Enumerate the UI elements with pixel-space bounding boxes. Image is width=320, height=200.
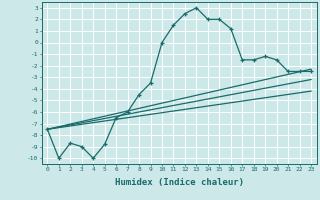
X-axis label: Humidex (Indice chaleur): Humidex (Indice chaleur) [115, 178, 244, 187]
